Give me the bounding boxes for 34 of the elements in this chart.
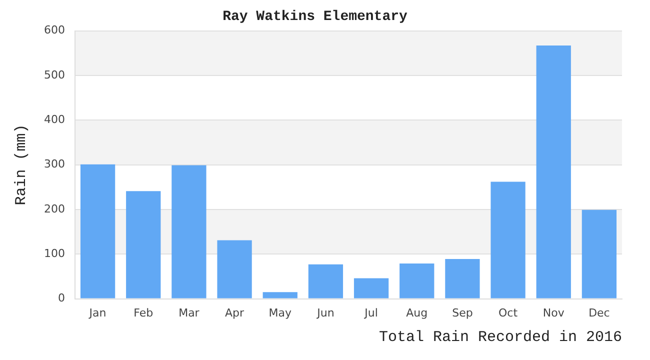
y-tick-label: 200	[44, 202, 65, 216]
bar	[262, 292, 298, 298]
x-tick-label: May	[268, 306, 292, 320]
y-tick-label: 100	[44, 246, 65, 260]
x-axis-title: Total Rain Recorded in 2016	[378, 328, 622, 346]
y-tick-label: 400	[44, 112, 65, 126]
bar	[582, 210, 617, 298]
x-tick-label: Nov	[542, 306, 565, 320]
bar	[354, 278, 389, 298]
x-tick-label: Apr	[225, 306, 245, 320]
x-tick-label: Dec	[588, 306, 610, 320]
x-tick-label: Mar	[178, 306, 200, 320]
bar	[308, 264, 344, 298]
y-axis-title: Rain (mm)	[12, 124, 30, 206]
chart-title: Ray Watkins Elementary	[222, 8, 408, 25]
bar	[400, 264, 434, 298]
bar	[490, 182, 526, 298]
x-tick-label: Jun	[316, 306, 334, 320]
bar	[80, 164, 116, 298]
x-tick-label: Feb	[134, 306, 154, 320]
y-tick-label: 600	[44, 24, 65, 37]
x-tick-label: Jan	[88, 306, 106, 320]
x-tick-label: Sep	[452, 306, 473, 320]
bar	[172, 165, 206, 298]
x-tick-label: Aug	[406, 306, 428, 320]
y-tick-label: 0	[58, 292, 65, 305]
y-tick-label: 300	[44, 158, 65, 171]
bar	[536, 46, 571, 298]
bar	[445, 259, 480, 298]
bar	[217, 240, 252, 298]
y-tick-label: 500	[44, 68, 65, 82]
x-tick-label: Jul	[364, 306, 378, 320]
bar	[126, 191, 161, 298]
x-tick-label: Oct	[498, 306, 518, 320]
